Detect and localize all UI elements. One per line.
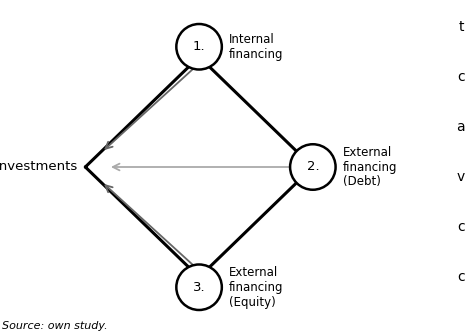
Ellipse shape: [290, 144, 336, 190]
Ellipse shape: [176, 265, 222, 310]
Text: c: c: [457, 220, 465, 234]
Text: c: c: [457, 70, 465, 84]
Text: c: c: [457, 270, 465, 284]
Text: v: v: [456, 170, 465, 184]
Text: 2.: 2.: [307, 161, 319, 173]
Text: External
financing
(Debt): External financing (Debt): [343, 146, 397, 188]
Text: External
financing
(Equity): External financing (Equity): [229, 266, 283, 309]
Text: Source: own study.: Source: own study.: [2, 321, 108, 331]
Text: 3.: 3.: [193, 281, 205, 294]
Ellipse shape: [176, 24, 222, 69]
Text: Internal
financing: Internal financing: [229, 33, 283, 61]
Text: Investments: Investments: [0, 161, 78, 173]
Text: t: t: [459, 20, 465, 34]
Text: a: a: [456, 120, 465, 134]
Text: 1.: 1.: [193, 40, 205, 53]
